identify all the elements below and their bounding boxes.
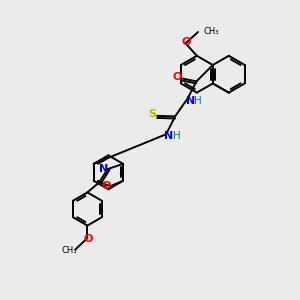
Text: O: O — [182, 38, 191, 47]
Text: H: H — [194, 96, 202, 106]
Text: S: S — [148, 109, 157, 119]
Text: N: N — [99, 164, 108, 174]
Text: O: O — [172, 72, 182, 82]
Text: O: O — [102, 181, 111, 191]
Text: O: O — [84, 234, 93, 244]
Text: CH₃: CH₃ — [203, 27, 219, 36]
Text: N: N — [164, 131, 174, 141]
Text: H: H — [173, 131, 180, 141]
Text: N: N — [186, 96, 195, 106]
Text: CH₃: CH₃ — [62, 246, 77, 255]
